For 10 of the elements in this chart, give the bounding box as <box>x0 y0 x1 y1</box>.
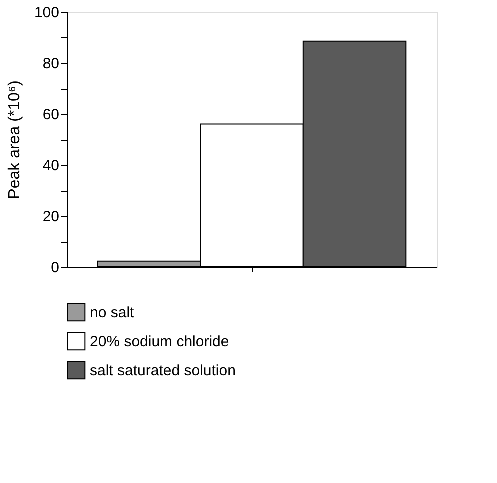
y-tick-label: 0 <box>51 260 60 276</box>
legend-label: 20% sodium chloride <box>90 334 230 350</box>
y-tick-label: 60 <box>42 106 60 124</box>
y-axis-title: Peak area (*10⁶) <box>6 80 24 200</box>
y-tick-label: 20 <box>42 208 60 226</box>
legend-label: salt saturated solution <box>90 362 236 380</box>
y-tick-label: 100 <box>34 4 60 22</box>
y-tick-label: 80 <box>42 56 60 72</box>
y-tick-label: 40 <box>42 158 60 174</box>
legend-label: no salt <box>90 304 136 322</box>
